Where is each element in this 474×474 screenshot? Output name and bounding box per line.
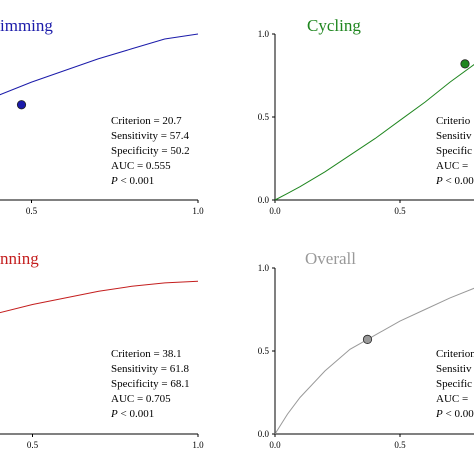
- roc-panel-swimming: imming 0.5 1.0 Criterion = 20.7 Sensitivity …: [0, 16, 204, 216]
- stat-line: P < 0.00: [435, 408, 474, 420]
- y-tick-label: 1.0: [258, 29, 270, 39]
- stat-line: Specificity = 68.1: [111, 378, 190, 390]
- roc-curve: [274, 64, 474, 201]
- roc-curve: [0, 33, 199, 96]
- cutoff-point-marker: [362, 334, 373, 344]
- y-tick-label: 0.0: [258, 429, 270, 439]
- x-tick-label: 0.5: [394, 440, 406, 450]
- cutoff-point-marker: [460, 59, 470, 69]
- stat-line: Criterion = 38.1: [111, 348, 182, 360]
- roc-curve: [274, 287, 474, 435]
- x-tick-label: 0.5: [26, 206, 38, 216]
- x-tick-label: 0.5: [27, 440, 39, 450]
- stat-line: AUC = 0.555: [111, 160, 171, 172]
- stat-line: P < 0.001: [110, 175, 154, 187]
- stat-line: Sensitiv: [436, 130, 472, 142]
- stat-line: AUC = 0.705: [111, 393, 171, 405]
- panel-title: nning: [0, 249, 39, 268]
- stat-line: Sensitivity = 61.8: [111, 363, 190, 375]
- roc-panel-running: nning 0.5 1.0 Criterion = 38.1 Sensitivity =…: [0, 249, 204, 450]
- stat-line: Criterio: [436, 115, 471, 127]
- x-tick-label: 0.0: [269, 440, 281, 450]
- roc-panel-cycling: Cycling 0.0 0.5 0.0 0.5 1.0 Criterio Sensitiv Sp…: [258, 16, 474, 216]
- y-tick-label: 0.5: [258, 112, 270, 122]
- panel-title: imming: [0, 16, 53, 35]
- roc-curve: [0, 280, 199, 314]
- cutoff-point-marker: [16, 100, 27, 110]
- roc-panel-overall: Overall 0.0 0.5 0.0 0.5 1.0 Criterion Sensitiv S…: [258, 249, 474, 450]
- stat-line: Sensitivity = 57.4: [111, 130, 190, 142]
- y-tick-label: 1.0: [258, 263, 270, 273]
- x-tick-label: 0.5: [394, 206, 406, 216]
- x-tick-label: 1.0: [192, 440, 204, 450]
- stat-line: AUC =: [436, 393, 468, 405]
- y-tick-label: 0.0: [258, 195, 270, 205]
- panel-title: Cycling: [307, 16, 361, 35]
- stat-line: AUC =: [436, 160, 468, 172]
- x-tick-label: 0.0: [269, 206, 281, 216]
- x-tick-label: 1.0: [192, 206, 204, 216]
- stat-line: Specificity = 50.2: [111, 145, 190, 157]
- stat-line: Criterion = 20.7: [111, 115, 182, 127]
- stat-line: P < 0.00: [435, 175, 474, 187]
- stat-line: Specific: [436, 378, 472, 390]
- stat-line: Sensitiv: [436, 363, 472, 375]
- y-tick-label: 0.5: [258, 346, 270, 356]
- stat-line: Specific: [436, 145, 472, 157]
- stat-line: Criterion: [436, 348, 474, 360]
- stat-line: P < 0.001: [110, 408, 154, 420]
- panel-title: Overall: [305, 249, 356, 268]
